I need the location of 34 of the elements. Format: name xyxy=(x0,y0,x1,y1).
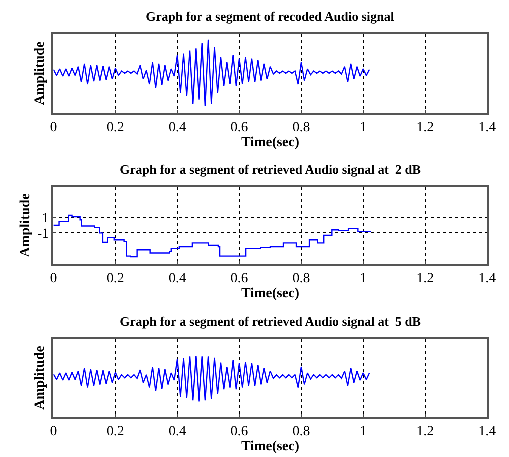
chart-title: Graph for a segment of recoded Audio signal xyxy=(146,9,395,24)
x-tick-label: 1.2 xyxy=(416,424,434,440)
x-tick-label: 0.2 xyxy=(106,424,124,440)
x-tick-label: 1 xyxy=(360,120,367,136)
x-tick-label: 0 xyxy=(50,120,58,136)
x-tick-label: 0.8 xyxy=(292,120,310,136)
x-tick-label: 0.4 xyxy=(168,424,186,440)
x-tick-label: 0.2 xyxy=(106,272,124,287)
y-axis-title: Amplitude xyxy=(33,346,48,410)
x-tick-label: 0 xyxy=(50,272,58,287)
x-tick-label: 0.8 xyxy=(292,424,310,440)
x-tick-label: 0.2 xyxy=(106,120,124,136)
x-tick-label: 1.4 xyxy=(478,272,496,287)
x-tick-label: 1.4 xyxy=(478,424,496,440)
x-axis-title: Time(sec) xyxy=(241,136,300,151)
x-tick-label: 0.4 xyxy=(168,272,186,287)
x-tick-label: 1.4 xyxy=(478,120,496,136)
chart-title: Graph for a segment of retrieved Audio signal at 2 dB xyxy=(120,162,422,177)
y-axis-title: Amplitude xyxy=(18,194,34,258)
x-tick-label: 1.2 xyxy=(416,120,434,136)
x-tick-label: 0.6 xyxy=(230,272,248,287)
x-tick-label: 0 xyxy=(50,424,58,440)
x-tick-label: 0.6 xyxy=(230,424,248,440)
x-tick-label: 0.4 xyxy=(168,120,186,136)
x-tick-label: 0.6 xyxy=(230,120,248,136)
x-tick-label: 1 xyxy=(360,424,367,440)
x-tick-label: 0.8 xyxy=(292,272,310,287)
x-axis-title: Time(sec) xyxy=(241,286,300,302)
chart-title: Graph for a segment of retrieved Audio signal at 5 dB xyxy=(120,314,422,329)
x-tick-label: 1.2 xyxy=(416,272,434,287)
x-tick-label: 1 xyxy=(360,272,367,287)
x-axis-title: Time(sec) xyxy=(241,440,300,455)
y-axis-title: Amplitude xyxy=(33,42,48,106)
y-tick-label: -1 xyxy=(37,227,50,242)
